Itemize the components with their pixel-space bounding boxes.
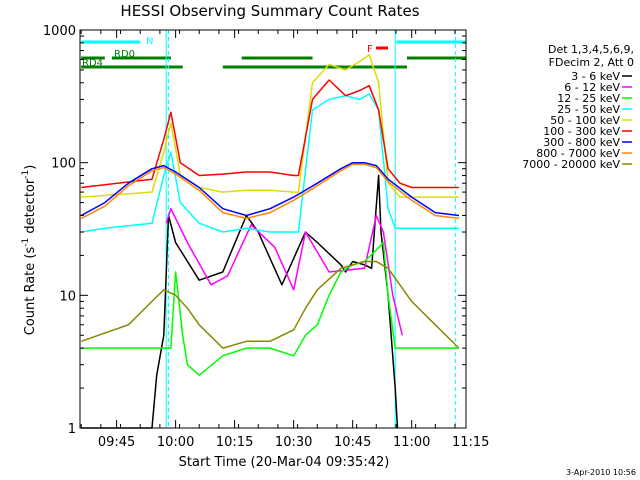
legend-label: 7000 - 20000 keV xyxy=(522,158,620,171)
y-axis-label: Count Rate (s-1 detector-1) xyxy=(21,165,38,336)
legend-label: 300 - 800 keV xyxy=(543,136,620,149)
y-tick-label: 1000 xyxy=(43,24,76,39)
chart-title: HESSI Observing Summary Count Rates xyxy=(120,2,419,20)
legend-header-line-2: FDecim 2, Att 0 xyxy=(549,56,634,69)
flag-bar-label: RD4 xyxy=(82,58,103,69)
series-line xyxy=(80,161,459,217)
x-tick-label: 10:15 xyxy=(216,435,253,450)
x-tick-label: 11:15 xyxy=(452,435,489,450)
legend-label: 50 - 100 keV xyxy=(550,114,620,127)
legend-label: 25 - 50 keV xyxy=(557,103,620,116)
legend-header-line-1: Det 1,3,4,5,6,9, xyxy=(548,43,634,56)
series-line xyxy=(81,79,459,189)
series-line xyxy=(81,93,459,233)
date-stamp: 3-Apr-2010 10:56 xyxy=(566,468,636,477)
y-tick-label: 1 xyxy=(68,422,76,437)
legend-label: 100 - 300 keV xyxy=(543,125,620,138)
x-tick-label: 10:30 xyxy=(275,435,312,450)
series-line xyxy=(80,163,459,220)
series-line xyxy=(80,260,460,349)
legend-label: 800 - 7000 keV xyxy=(536,147,620,160)
flag-bar-label: RD0 xyxy=(114,49,135,60)
series-line xyxy=(81,241,459,376)
plot-frame xyxy=(79,29,467,429)
flag-n-label: N xyxy=(146,36,153,47)
legend-label: 3 - 6 keV xyxy=(571,70,620,83)
x-tick-label: 09:45 xyxy=(98,435,135,450)
flag-f-label: F xyxy=(367,44,373,55)
y-tick-label: 100 xyxy=(51,157,76,172)
x-tick-label: 10:00 xyxy=(157,435,194,450)
x-tick-label: 10:45 xyxy=(334,435,371,450)
x-tick-label: 11:00 xyxy=(393,435,430,450)
series-line xyxy=(81,54,459,198)
legend-label: 12 - 25 keV xyxy=(557,92,620,105)
x-axis-label: Start Time (20-Mar-04 09:35:42) xyxy=(179,455,390,470)
series-line xyxy=(165,207,404,336)
legend-label: 6 - 12 keV xyxy=(564,81,620,94)
y-tick-label: 10 xyxy=(59,289,76,304)
